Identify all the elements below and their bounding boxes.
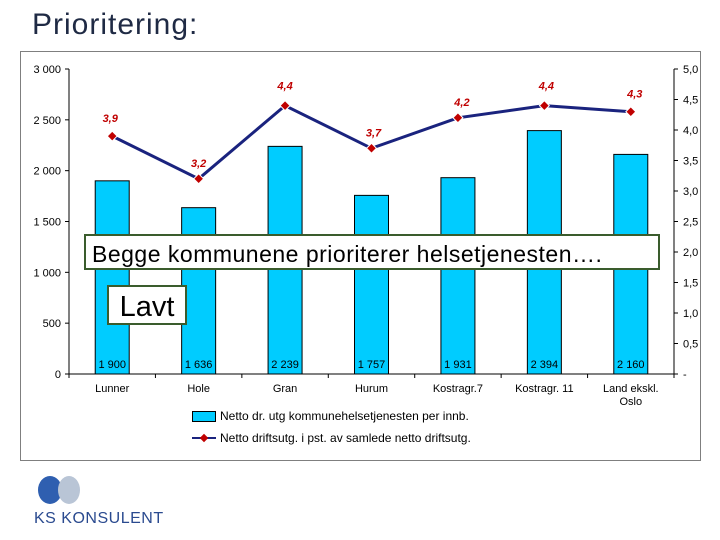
- line-point-marker: [192, 173, 205, 185]
- x-category-label: Oslo: [619, 396, 642, 408]
- x-category-label: Hurum: [355, 383, 388, 395]
- legend-label-line: Netto driftsutg. i pst. av samlede netto…: [220, 431, 471, 445]
- y-right-tick-label: 5,0: [683, 64, 698, 76]
- y-left-tick-label: 500: [43, 318, 61, 330]
- page-title: Prioritering:: [32, 8, 199, 41]
- y-right-tick-label: 4,5: [683, 95, 698, 107]
- line-value-label: 3,7: [366, 127, 382, 139]
- y-left-tick-label: 2 000: [33, 166, 61, 178]
- line-value-label: 4,3: [626, 89, 642, 101]
- x-category-label: Hole: [187, 383, 210, 395]
- bar-value-label: 2 160: [617, 359, 645, 371]
- x-category-label: Land ekskl.: [603, 383, 659, 395]
- line-point-marker: [106, 130, 118, 142]
- line-point-marker: [625, 106, 637, 118]
- legend-bar-swatch: [192, 410, 216, 422]
- line-value-label: 3,2: [191, 158, 206, 170]
- line-value-label: 3,9: [103, 113, 119, 125]
- bar-value-label: 2 239: [271, 359, 299, 371]
- x-category-label: Gran: [273, 383, 297, 395]
- y-left-tick-label: 0: [55, 369, 61, 381]
- legend-item-bar: Netto dr. utg kommunehelsetjenesten per …: [192, 405, 471, 427]
- bar-value-label: 1 900: [98, 359, 126, 371]
- annotation-callout-low: Lavt: [107, 285, 187, 325]
- bar-value-label: 1 757: [358, 359, 386, 371]
- line-value-label: 4,4: [538, 81, 554, 93]
- line-point-marker: [365, 142, 378, 154]
- bar-lunner: [94, 180, 130, 375]
- bar-value-label: 2 394: [531, 359, 559, 371]
- line-value-label: 4,2: [453, 97, 469, 109]
- x-category-label: Kostragr. 11: [515, 383, 574, 395]
- y-right-tick-label: 2,5: [683, 217, 698, 229]
- y-right-tick-label: 1,0: [683, 308, 698, 320]
- y-right-tick-label: 1,5: [683, 278, 698, 290]
- y-left-tick-label: 1 500: [33, 217, 61, 229]
- line-point-marker: [452, 112, 464, 124]
- y-right-tick-label: 0,5: [683, 339, 698, 351]
- line-point-marker: [538, 99, 551, 112]
- x-category-label: Lunner: [95, 383, 130, 395]
- chart-plot: 0 500 1 000 1 500 2 000 2 500 3 000 - 0,5 1,0 1,5 2…: [33, 64, 698, 408]
- y-left-tick-label: 3 000: [33, 64, 61, 76]
- bar-kostragr-7: [440, 177, 476, 375]
- bar-value-label: 1 931: [444, 359, 472, 371]
- chart-legend: Netto dr. utg kommunehelsetjenesten per …: [192, 405, 471, 449]
- bar-hurum: [354, 194, 389, 375]
- bar-value-label: 1 636: [185, 359, 213, 371]
- legend-line-swatch: [192, 433, 216, 443]
- ks-logo-icon: [38, 476, 80, 504]
- y-right-tick-label: 2,0: [683, 247, 698, 259]
- line-point-marker: [279, 99, 291, 112]
- line-value-label: 4,4: [276, 81, 292, 93]
- ks-konsulent-logo-text: KS KONSULENT: [34, 510, 164, 527]
- y-right-tick-label: -: [683, 369, 687, 381]
- legend-label-bar: Netto dr. utg kommunehelsetjenesten per …: [220, 409, 469, 423]
- y-right-tick-label: 3,0: [683, 186, 698, 198]
- y-left-tick-label: 2 500: [33, 115, 61, 127]
- legend-item-line: Netto driftsutg. i pst. av samlede netto…: [192, 427, 471, 449]
- y-right-tick-label: 4,0: [683, 125, 698, 137]
- y-right-tick-label: 3,5: [683, 156, 698, 168]
- annotation-callout-main: Begge kommunene prioriterer helsetjenest…: [84, 234, 660, 270]
- y-left-tick-label: 1 000: [33, 267, 61, 279]
- x-category-label: Kostragr.7: [433, 383, 483, 395]
